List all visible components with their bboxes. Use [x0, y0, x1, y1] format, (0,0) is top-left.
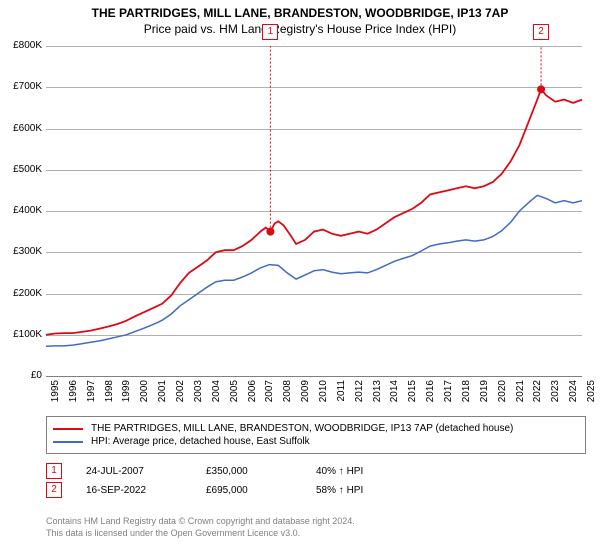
plot-area: 12	[46, 46, 582, 377]
sale-marker-icon: 1	[46, 463, 62, 479]
sale-marker-icon: 2	[46, 482, 62, 498]
sale-price: £350,000	[206, 466, 316, 477]
sales-table: 1 24-JUL-2007 £350,000 40% ↑ HPI 2 16-SE…	[46, 460, 572, 501]
legend-label: THE PARTRIDGES, MILL LANE, BRANDESTON, W…	[91, 423, 513, 434]
table-row: 2 16-SEP-2022 £695,000 58% ↑ HPI	[46, 482, 572, 498]
footer-line: This data is licensed under the Open Gov…	[46, 528, 572, 540]
footer-line: Contains HM Land Registry data © Crown c…	[46, 516, 572, 528]
sale-pct: 58% ↑ HPI	[316, 485, 436, 496]
footer-attribution: Contains HM Land Registry data © Crown c…	[46, 516, 572, 539]
legend-swatch	[53, 428, 83, 430]
legend-label: HPI: Average price, detached house, East…	[91, 436, 310, 447]
chart-marker-label: 2	[533, 24, 549, 40]
legend-item: HPI: Average price, detached house, East…	[53, 436, 579, 447]
sale-pct: 40% ↑ HPI	[316, 466, 436, 477]
legend: THE PARTRIDGES, MILL LANE, BRANDESTON, W…	[46, 416, 586, 454]
sale-date: 16-SEP-2022	[86, 485, 206, 496]
chart-title: THE PARTRIDGES, MILL LANE, BRANDESTON, W…	[0, 6, 600, 20]
chart-marker-label: 1	[262, 24, 278, 40]
sale-price: £695,000	[206, 485, 316, 496]
chart-container: { "title1": "THE PARTRIDGES, MILL LANE, …	[0, 0, 600, 560]
table-row: 1 24-JUL-2007 £350,000 40% ↑ HPI	[46, 463, 572, 479]
legend-item: THE PARTRIDGES, MILL LANE, BRANDESTON, W…	[53, 423, 579, 434]
sale-date: 24-JUL-2007	[86, 466, 206, 477]
legend-swatch	[53, 441, 83, 443]
chart-subtitle: Price paid vs. HM Land Registry's House …	[0, 22, 600, 36]
